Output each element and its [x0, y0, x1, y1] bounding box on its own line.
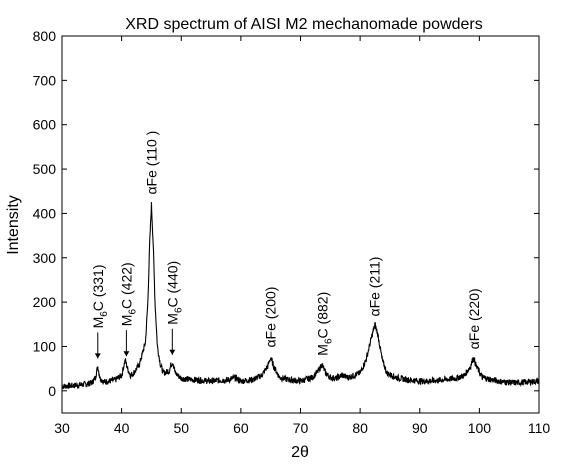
- peak-arrow-head: [94, 353, 101, 359]
- x-tick-label: 40: [114, 420, 130, 436]
- peak-label: M6C (440): [164, 261, 184, 325]
- x-tick-label: 30: [54, 420, 70, 436]
- x-axis-title: 2θ: [291, 444, 309, 461]
- y-tick-label: 700: [33, 72, 57, 88]
- y-tick-label: 600: [33, 117, 57, 133]
- y-tick-label: 200: [33, 294, 57, 310]
- peak-label: M6C (422): [118, 262, 138, 326]
- peak-label: M6C (331): [90, 265, 110, 329]
- peak-label: αFe (211): [366, 257, 382, 317]
- x-tick-label: 70: [293, 420, 309, 436]
- y-tick-label: 100: [33, 338, 57, 354]
- x-tick-label: 60: [233, 420, 249, 436]
- x-tick-label: 80: [352, 420, 368, 436]
- peak-arrow-head: [123, 351, 130, 357]
- y-tick-label: 400: [33, 205, 57, 221]
- x-tick-label: 90: [412, 420, 428, 436]
- y-axis-title: Intensity: [5, 195, 22, 255]
- x-tick-label: 110: [528, 420, 551, 436]
- y-tick-label: 0: [48, 383, 56, 399]
- y-tick-label: 800: [33, 28, 57, 44]
- x-tick-label: 50: [173, 420, 189, 436]
- spectrum-line: [61, 202, 540, 390]
- y-tick-label: 300: [33, 250, 57, 266]
- peak-label: αFe (220): [466, 288, 482, 349]
- plot-area: 30 40 50 60 70 80 90 100 110 0 100 200 300 400 500 600 7…: [33, 28, 551, 436]
- peak-label: αFe (110 ): [143, 131, 159, 195]
- x-tick-label: 100: [468, 420, 492, 436]
- peak-arrow-head: [169, 349, 176, 355]
- plot-frame: [61, 35, 540, 414]
- y-tick-label: 500: [33, 161, 57, 177]
- peak-label: M6C (882): [315, 292, 335, 356]
- chart-title: XRD spectrum of AISI M2 mechanomade powd…: [125, 16, 483, 33]
- peak-label: αFe (200): [263, 287, 279, 348]
